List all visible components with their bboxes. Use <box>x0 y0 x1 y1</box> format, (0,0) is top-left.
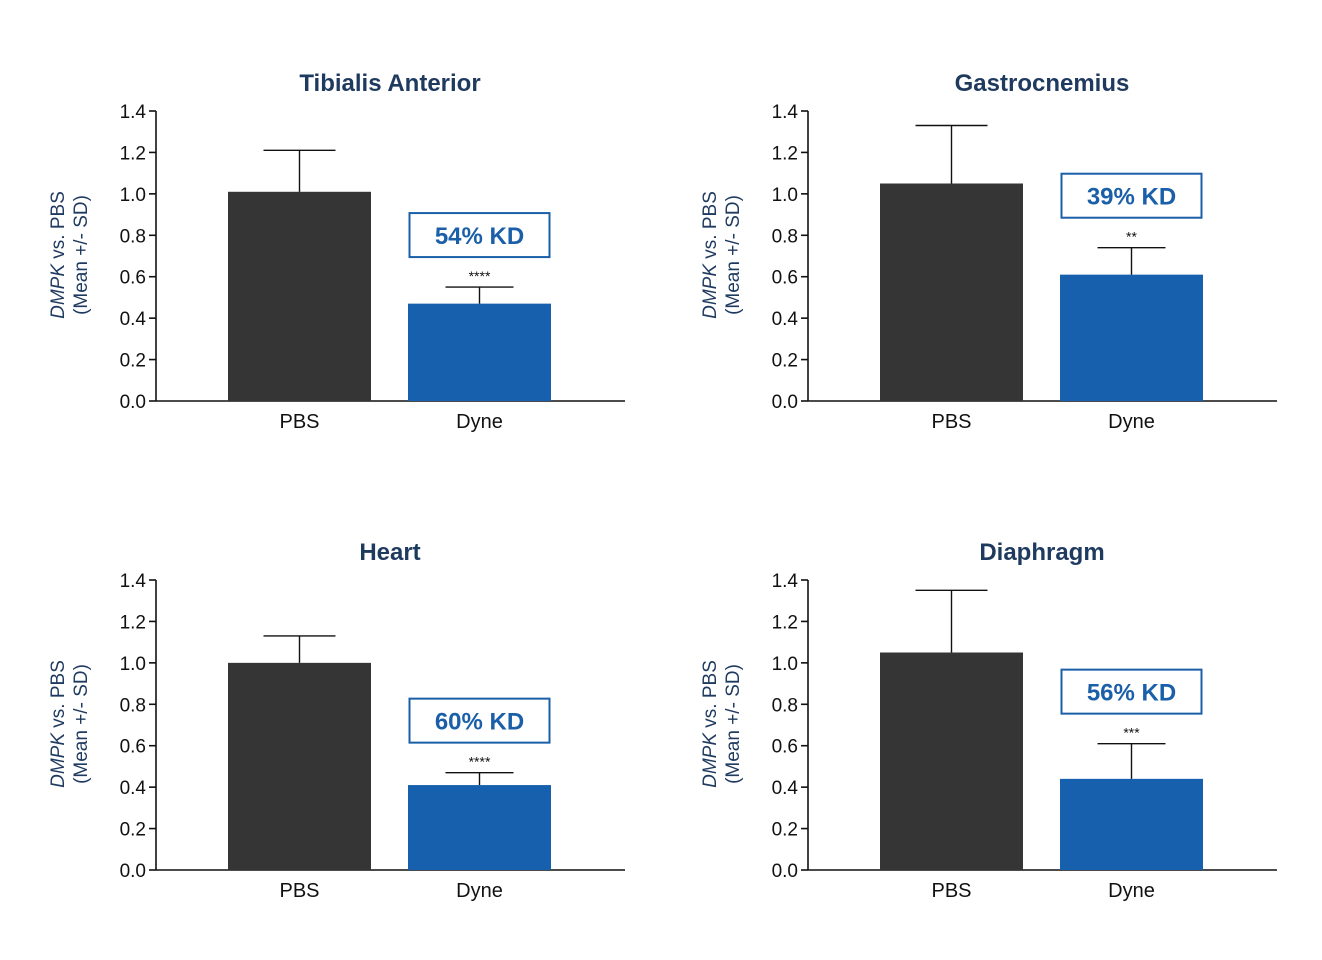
y-tick-label: 0.6 <box>772 268 798 289</box>
knockdown-label: 56% KD <box>1087 680 1176 707</box>
y-tick-label: 0.4 <box>120 778 147 799</box>
y-tick-label: 1.4 <box>772 102 799 123</box>
y-tick-label: 0.4 <box>120 309 147 330</box>
bar-dyne <box>1060 274 1203 401</box>
knockdown-label: 54% KD <box>435 223 524 250</box>
y-tick-label: 1.2 <box>772 143 798 164</box>
y-axis-label-line2: (Mean +/- SD) <box>723 664 744 784</box>
y-tick-label: 0.8 <box>120 695 146 716</box>
bar-pbs <box>228 662 371 870</box>
y-tick-label: 0.2 <box>772 351 798 372</box>
chart-title: Heart <box>359 539 420 566</box>
y-tick-label: 0.4 <box>772 778 799 799</box>
y-axis-label: DMPK vs. PBS (Mean +/- SD) <box>700 660 744 788</box>
y-tick-label: 0.8 <box>772 226 798 247</box>
y-tick-label: 0.2 <box>120 820 146 841</box>
y-axis-label-rest: vs. PBS <box>48 191 69 264</box>
x-tick-label: PBS <box>279 880 319 902</box>
y-tick-label: 0.2 <box>120 351 146 372</box>
y-tick-label: 0.0 <box>120 392 146 413</box>
bar-dyne <box>1060 778 1203 870</box>
y-tick-label: 1.4 <box>120 102 147 123</box>
chart-panel-2: Gastrocnemius DMPK vs. PBS (Mean +/- SD) 0.… <box>700 70 1277 433</box>
y-tick-label: 1.0 <box>120 654 146 675</box>
chart-title: Gastrocnemius <box>955 70 1130 97</box>
y-tick-label: 1.2 <box>772 612 798 633</box>
x-tick-label: PBS <box>931 880 971 902</box>
x-tick-label: Dyne <box>1108 880 1155 902</box>
x-tick-label: Dyne <box>456 411 503 433</box>
bar-pbs <box>880 183 1023 401</box>
knockdown-label: 60% KD <box>435 709 524 736</box>
chart-panel-3: Heart DMPK vs. PBS (Mean +/- SD) 0.0 0.2 0.4 0… <box>48 539 625 902</box>
y-tick-label: 1.0 <box>120 185 146 206</box>
x-tick-label: PBS <box>279 411 319 433</box>
y-axis-label: DMPK vs. PBS (Mean +/- SD) <box>48 191 92 319</box>
knockdown-label: 39% KD <box>1087 184 1176 211</box>
y-axis-label-line2: (Mean +/- SD) <box>723 195 744 315</box>
y-tick-label: 0.2 <box>772 820 798 841</box>
chart-title: Diaphragm <box>979 539 1104 566</box>
y-tick-label: 0.4 <box>772 309 799 330</box>
bar-pbs <box>880 652 1023 870</box>
significance-marker: **** <box>469 268 491 284</box>
y-axis-label-line2: (Mean +/- SD) <box>71 664 92 784</box>
significance-marker: **** <box>469 754 491 770</box>
y-axis-label-rest: vs. PBS <box>700 660 721 733</box>
y-tick-label: 1.0 <box>772 185 798 206</box>
y-tick-label: 1.2 <box>120 612 146 633</box>
y-axis-label: DMPK vs. PBS (Mean +/- SD) <box>700 191 744 319</box>
y-axis-label-gene: DMPK <box>48 263 69 319</box>
y-tick-label: 1.4 <box>772 571 799 592</box>
y-tick-label: 1.0 <box>772 654 798 675</box>
y-axis-label-rest: vs. PBS <box>48 660 69 733</box>
bar-dyne <box>408 785 551 870</box>
y-tick-label: 0.0 <box>772 392 798 413</box>
y-axis-label-gene: DMPK <box>700 263 721 319</box>
chart-panel-4: Diaphragm DMPK vs. PBS (Mean +/- SD) 0.0 0.2… <box>700 539 1277 902</box>
y-tick-label: 0.6 <box>120 737 146 758</box>
y-axis-label-gene: DMPK <box>700 732 721 788</box>
y-axis-label-line2: (Mean +/- SD) <box>71 195 92 315</box>
y-tick-label: 0.8 <box>772 695 798 716</box>
knockdown-box <box>408 697 551 744</box>
y-axis-label: DMPK vs. PBS (Mean +/- SD) <box>48 660 92 788</box>
x-tick-label: Dyne <box>1108 411 1155 433</box>
bar-pbs <box>228 191 371 401</box>
x-tick-label: Dyne <box>456 880 503 902</box>
y-axis-label-gene: DMPK <box>48 732 69 788</box>
knockdown-box <box>1060 668 1203 715</box>
y-axis-label-rest: vs. PBS <box>700 191 721 264</box>
y-tick-label: 0.6 <box>120 268 146 289</box>
y-tick-label: 0.6 <box>772 737 798 758</box>
y-tick-label: 0.0 <box>120 861 146 882</box>
knockdown-box <box>1060 172 1203 219</box>
y-tick-label: 0.0 <box>772 861 798 882</box>
y-tick-label: 0.8 <box>120 226 146 247</box>
x-tick-label: PBS <box>931 411 971 433</box>
chart-title: Tibialis Anterior <box>299 70 480 97</box>
significance-marker: ** <box>1126 229 1137 245</box>
y-tick-label: 1.4 <box>120 571 147 592</box>
knockdown-box <box>408 212 551 259</box>
bar-dyne <box>408 303 551 401</box>
significance-marker: *** <box>1123 725 1140 741</box>
chart-panel-1: Tibialis Anterior DMPK vs. PBS (Mean +/- S… <box>48 70 625 433</box>
y-tick-label: 1.2 <box>120 143 146 164</box>
